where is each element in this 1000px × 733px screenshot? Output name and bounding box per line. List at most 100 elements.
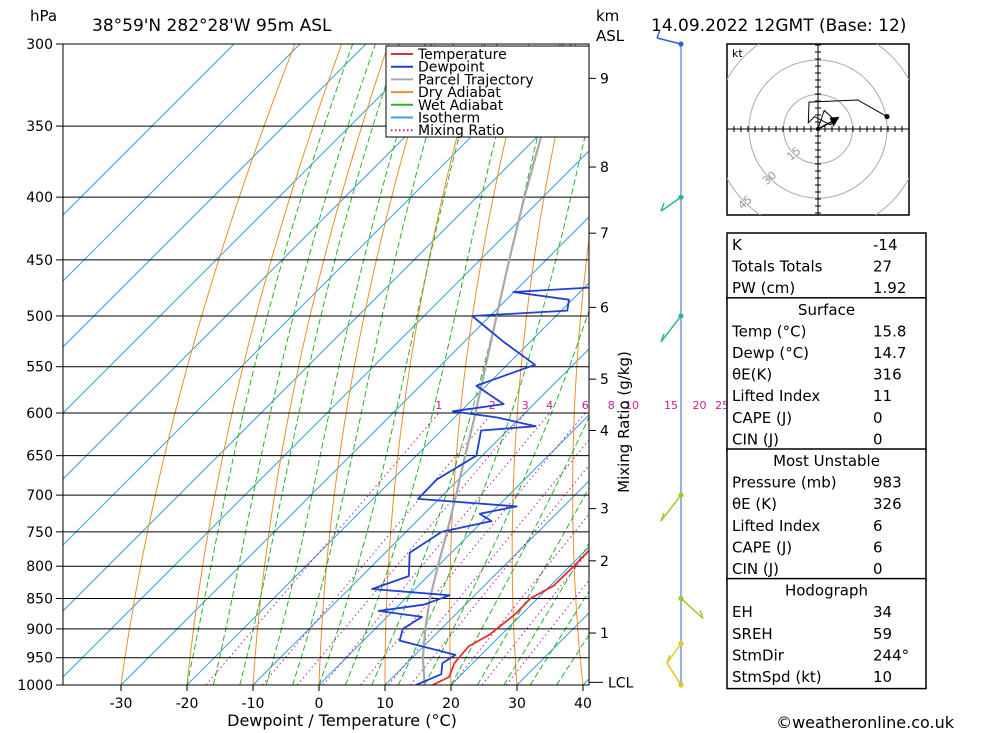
- wind-barb: [660, 494, 682, 522]
- mixing-ratio-label: 3: [522, 399, 529, 412]
- pressure-tick-label: 1000: [17, 678, 53, 694]
- wet-adiabat-line: [476, 486, 589, 685]
- index-value: 10: [873, 668, 892, 686]
- mixing-ratio-label: 20: [693, 399, 707, 412]
- index-label: θE(K): [732, 366, 772, 384]
- height-tick-label: 2: [600, 554, 609, 570]
- index-value: 316: [873, 366, 902, 384]
- mixing-ratio-axis-label: Mixing Ratio (g/kg): [615, 351, 633, 493]
- isotherm-line: [63, 44, 367, 348]
- dry-adiabat-line: [631, 44, 669, 685]
- index-value: 0: [873, 409, 883, 427]
- isotherm-line: [318, 414, 589, 685]
- wind-barb: [660, 315, 682, 343]
- credit: ©weatheronline.co.uk: [776, 713, 955, 732]
- temperature-tick-label: -20: [176, 696, 199, 712]
- index-value: 14.7: [873, 344, 906, 362]
- index-label: PW (cm): [732, 279, 795, 297]
- legend-label: Isotherm: [418, 111, 480, 127]
- height-tick-label: 9: [600, 71, 609, 87]
- height-tick-label: 6: [600, 300, 609, 316]
- dewpoint-line: [371, 286, 589, 685]
- index-label: θE (K): [732, 495, 777, 513]
- temperature-tick-label: 20: [442, 696, 460, 712]
- legend-box: [385, 45, 590, 138]
- hodograph-trace: [807, 99, 888, 130]
- storm-motion-arrowhead: [829, 116, 840, 127]
- temperature-tick-label: 0: [315, 696, 324, 712]
- mixing-ratio-label: 2: [489, 399, 496, 412]
- index-value: 59: [873, 625, 892, 643]
- valid-datetime: 14.09.2022 12GMT (Base: 12): [651, 16, 906, 36]
- wind-barb-flag: [660, 333, 665, 343]
- height-tick-label: 4: [600, 424, 609, 440]
- legend-label: Parcel Trajectory: [418, 72, 534, 88]
- index-label: StmDir: [732, 646, 785, 664]
- mixing-ratio-label: 8: [608, 399, 615, 412]
- index-value: -14: [873, 236, 898, 254]
- wind-barb-dot: [678, 595, 684, 602]
- pressure-unit: hPa: [30, 7, 57, 25]
- pressure-tick-label: 750: [26, 525, 53, 541]
- wind-barb: [660, 196, 682, 212]
- wind-barb-dot: [678, 194, 684, 200]
- isotherm-line: [384, 480, 589, 685]
- dry-adiabat-line: [997, 44, 1000, 685]
- height-unit-asl: ASL: [596, 27, 625, 45]
- surface-section-title: Surface: [798, 301, 855, 319]
- wind-barb-dot: [678, 41, 684, 47]
- mixing-ratio-line: [322, 412, 550, 685]
- mixing-ratio-label: 4: [546, 399, 553, 412]
- wind-barb: [656, 37, 682, 45]
- temperature-tick-label: -10: [242, 696, 265, 712]
- temperature-tick-label: 30: [508, 696, 526, 712]
- index-label: Lifted Index: [732, 517, 820, 535]
- pressure-axis: 300 350 400 450 500 550 600 650 700 750 800 850 900 9…: [17, 37, 63, 694]
- legend-label: Dry Adiabat: [418, 85, 501, 101]
- isotherm-line: [63, 44, 235, 216]
- plot-frame: [62, 43, 590, 686]
- wind-barb-flag: [660, 512, 665, 522]
- mixing-ratio-label: 25: [715, 399, 729, 412]
- pressure-tick-label: 400: [26, 190, 53, 206]
- mixing-ratio-line: [205, 412, 440, 685]
- hodograph-section-title: Hodograph: [785, 582, 868, 600]
- pressure-tick-label: 950: [26, 651, 53, 667]
- wind-barb-dot: [678, 640, 684, 647]
- index-label: CIN (J): [732, 430, 779, 448]
- wind-barb-flag: [666, 654, 671, 664]
- height-tick-label: 5: [600, 372, 609, 388]
- wind-barb-dot: [678, 492, 684, 498]
- isotherm-line: [63, 44, 433, 414]
- height-axis: 9 8 7 6 5 4 3 2 1 LCL: [589, 71, 634, 691]
- pressure-tick-label: 700: [26, 488, 53, 504]
- isotherm-line: [450, 546, 589, 685]
- index-value: 11: [873, 387, 892, 405]
- index-value: 6: [873, 517, 883, 535]
- index-value: 244°: [873, 646, 909, 664]
- temperature-axis: -30 -20 -10 0 10 20 30 40: [110, 685, 592, 712]
- index-value: 326: [873, 495, 902, 513]
- legend-label: Mixing Ratio: [418, 123, 504, 139]
- station-location: 38°59'N 282°28'W 95m ASL: [92, 16, 332, 36]
- index-value: 34: [873, 603, 892, 621]
- index-label: SREH: [732, 625, 773, 643]
- index-label: CIN (J): [732, 560, 779, 578]
- wind-barb-flag: [699, 610, 704, 619]
- index-label: Temp (°C): [731, 322, 806, 340]
- legend-label: Temperature: [417, 47, 507, 63]
- height-unit: km: [596, 7, 619, 25]
- legend-label: Dewpoint: [418, 60, 485, 76]
- index-label: Dewp (°C): [732, 344, 809, 362]
- dry-adiabat-line: [688, 44, 716, 685]
- pressure-tick-label: 600: [26, 406, 53, 422]
- wet-adiabat-line: [397, 117, 589, 685]
- dry-adiabat-line: [120, 44, 296, 685]
- pressure-tick-label: 300: [26, 37, 53, 53]
- index-label: StmSpd (kt): [732, 668, 822, 686]
- wind-barb-flag: [656, 29, 661, 39]
- pressure-tick-label: 650: [26, 449, 53, 465]
